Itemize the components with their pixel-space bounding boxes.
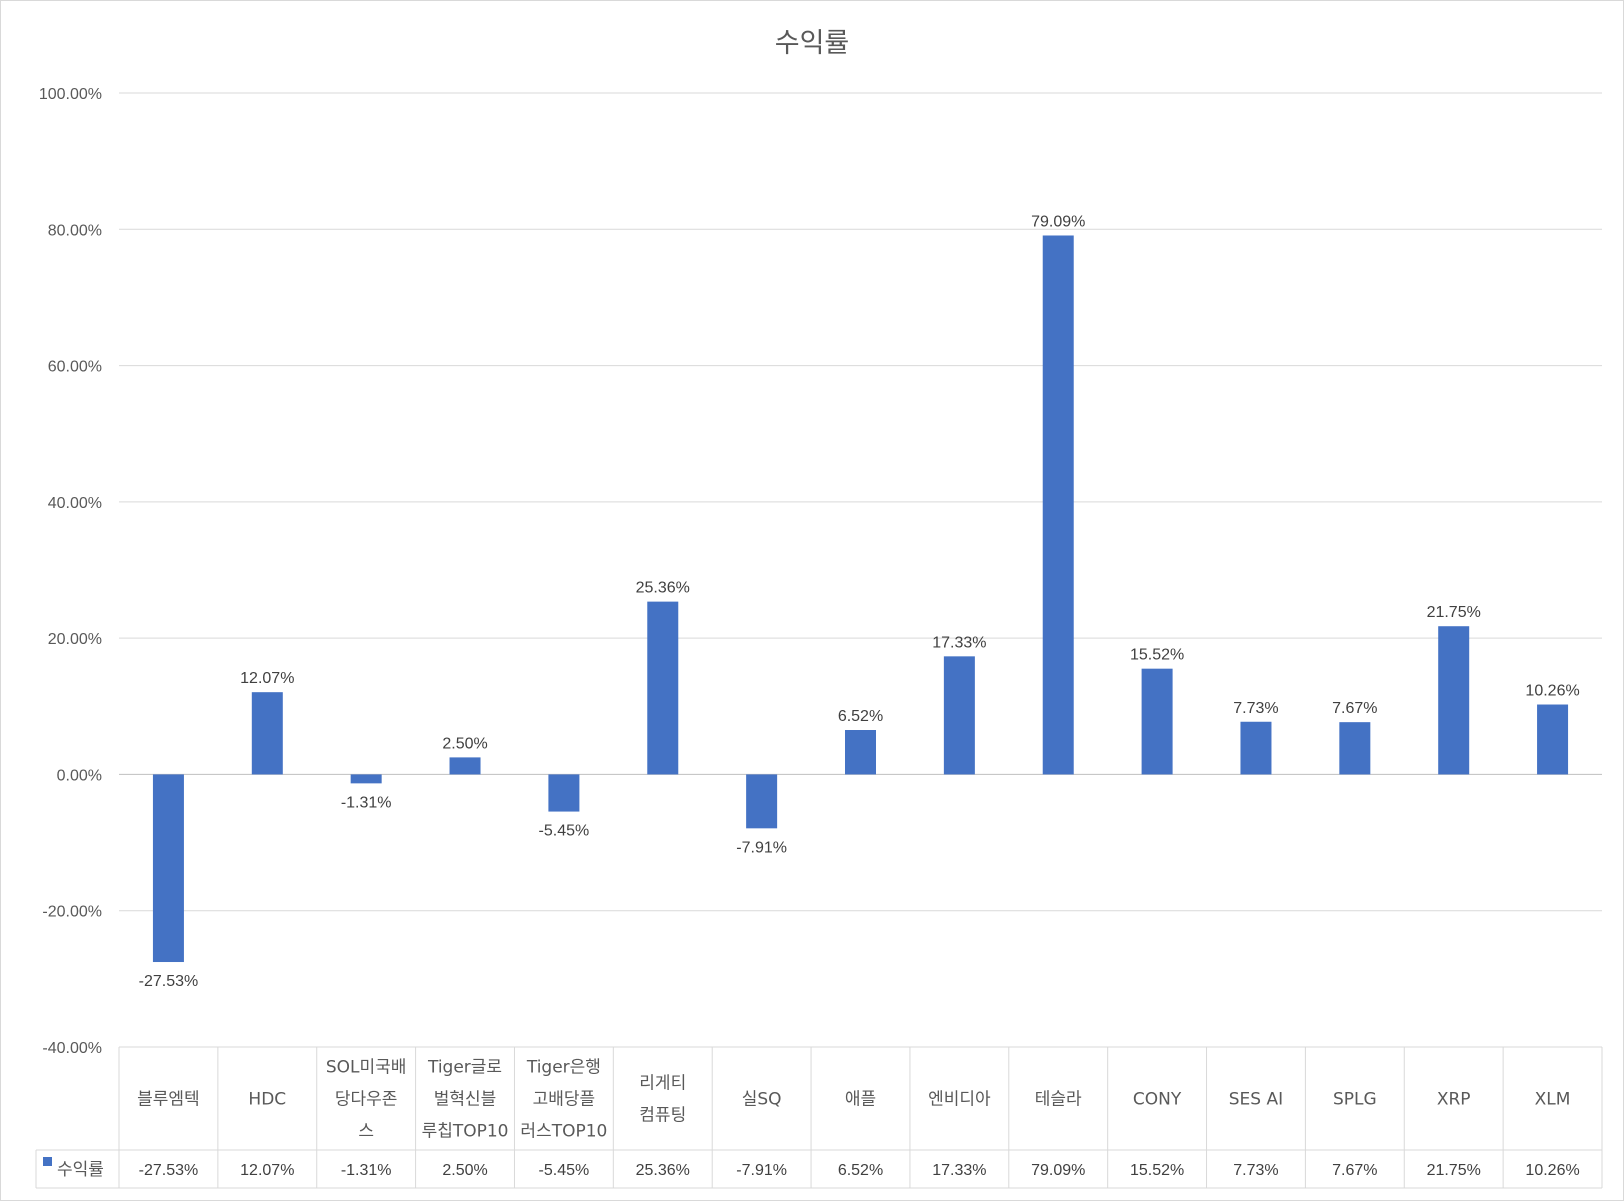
- x-category-label: 러스TOP10: [520, 1122, 607, 1142]
- data-label: 12.07%: [240, 670, 294, 687]
- x-category-label: 실SQ: [742, 1090, 782, 1110]
- bar: [943, 656, 975, 775]
- data-label: -1.31%: [341, 794, 392, 811]
- data-label: 15.52%: [1130, 647, 1184, 664]
- table-value-cell: 25.36%: [636, 1162, 690, 1179]
- legend-series-name: 수익률: [57, 1160, 104, 1180]
- gridlines: [119, 92, 1602, 912]
- table-value-cell: 7.73%: [1233, 1162, 1278, 1179]
- data-label: 25.36%: [636, 580, 690, 597]
- data-label: -27.53%: [139, 973, 199, 990]
- x-category-label: CONY: [1133, 1090, 1182, 1110]
- x-category-label: SPLG: [1333, 1090, 1377, 1110]
- table-value-cell: 79.09%: [1031, 1162, 1085, 1179]
- bar: [548, 774, 580, 812]
- data-label: -7.91%: [736, 839, 787, 856]
- y-tick-label: 80.00%: [48, 222, 102, 239]
- bar: [1537, 704, 1569, 775]
- y-tick-label: 20.00%: [48, 631, 102, 648]
- table-value-cell: 2.50%: [442, 1162, 487, 1179]
- bar: [1240, 721, 1272, 775]
- table-value-cell: -5.45%: [539, 1162, 590, 1179]
- data-labels: -27.53% 12.07% -1.31% 2.50% -5.45% 25.36% -7.9…: [139, 213, 1580, 990]
- y-tick-label: 40.00%: [48, 495, 102, 512]
- y-tick-label: -40.00%: [42, 1040, 102, 1057]
- data-label: 21.75%: [1427, 604, 1481, 621]
- table-value-cell: 15.52%: [1130, 1162, 1184, 1179]
- x-category-label: 고배당플: [533, 1090, 596, 1110]
- x-category-label: Tiger글로: [427, 1058, 502, 1078]
- bar: [152, 774, 184, 963]
- x-category-label: 스: [358, 1122, 374, 1142]
- table-value-cell: 6.52%: [838, 1162, 883, 1179]
- data-label: 6.52%: [838, 708, 883, 725]
- bar: [449, 757, 481, 775]
- y-tick-label: 60.00%: [48, 359, 102, 376]
- bar: [1438, 626, 1470, 775]
- table-value-cell: -7.91%: [736, 1162, 787, 1179]
- x-category-label: 리게티: [639, 1074, 686, 1094]
- data-label: -5.45%: [539, 823, 590, 840]
- bar: [845, 729, 876, 775]
- bar: [251, 692, 283, 775]
- x-category-label: 당다우존: [335, 1090, 398, 1110]
- x-category-label: 컴퓨팅: [639, 1106, 686, 1126]
- bar: [350, 774, 382, 784]
- y-tick-label: -20.00%: [42, 904, 102, 921]
- x-category-label: XLM: [1535, 1090, 1571, 1110]
- data-label: 10.26%: [1525, 683, 1579, 700]
- x-category-label: SES AI: [1229, 1090, 1283, 1110]
- x-category-label: Tiger은행: [526, 1058, 601, 1078]
- bar: [746, 774, 778, 829]
- table-value-cell: 21.75%: [1427, 1162, 1481, 1179]
- table-value-cell: 12.07%: [240, 1162, 294, 1179]
- data-label: 79.09%: [1031, 213, 1085, 230]
- data-label: 17.33%: [932, 634, 986, 651]
- data-label: 7.73%: [1233, 700, 1278, 717]
- x-category-label: 테슬라: [1035, 1090, 1082, 1110]
- legend-key: [43, 1157, 52, 1166]
- x-category-label: 루칩TOP10: [422, 1122, 509, 1142]
- bar: [647, 601, 679, 775]
- x-category-label: 엔비디아: [928, 1090, 991, 1110]
- table-value-cell: 17.33%: [932, 1162, 986, 1179]
- chart-title: 수익률: [775, 28, 850, 59]
- x-category-label: 애플: [845, 1090, 876, 1110]
- table-value-cell: -1.31%: [341, 1162, 392, 1179]
- data-label: 2.50%: [442, 735, 487, 752]
- table-value-cell: -27.53%: [139, 1162, 199, 1179]
- bar: [1042, 235, 1074, 775]
- data-label: 7.67%: [1332, 700, 1377, 717]
- y-axis-tick-labels: 100.00% 80.00% 60.00% 40.00% 20.00% 0.00% -20.…: [39, 86, 102, 1057]
- table-value-cell: 7.67%: [1332, 1162, 1377, 1179]
- table-value-cell: 10.26%: [1525, 1162, 1579, 1179]
- x-category-label: 블루엠텍: [137, 1090, 200, 1110]
- bar: [1141, 668, 1173, 775]
- y-tick-label: 0.00%: [57, 767, 102, 784]
- x-category-label: HDC: [248, 1090, 286, 1110]
- x-category-label: SOL미국배: [326, 1058, 407, 1078]
- bars: [152, 235, 1569, 963]
- bar: [1339, 722, 1371, 775]
- y-tick-label: 100.00%: [39, 86, 102, 103]
- x-category-label: 벌혁신블: [434, 1090, 497, 1110]
- x-category-label: XRP: [1437, 1090, 1471, 1110]
